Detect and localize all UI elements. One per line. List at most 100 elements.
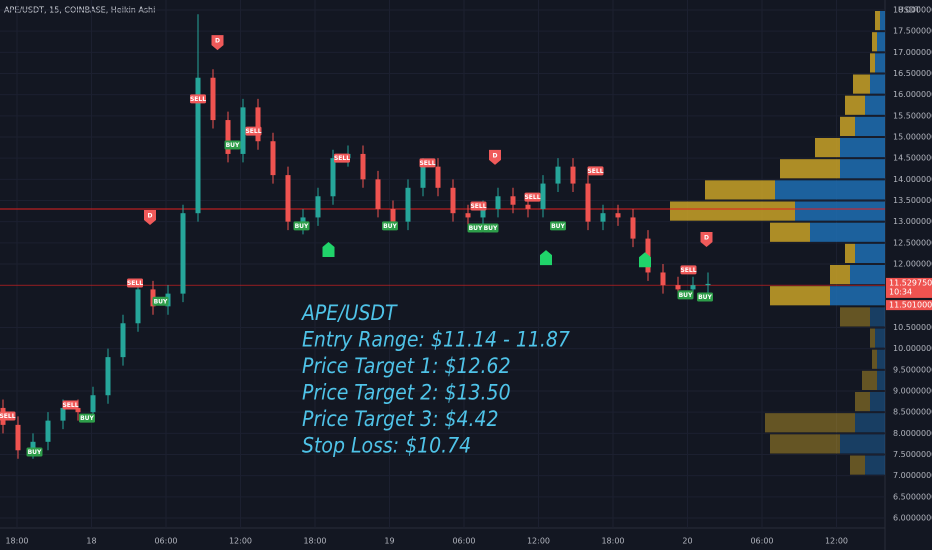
volume-down (872, 349, 877, 369)
candle-body (480, 208, 486, 218)
candle-body (180, 213, 186, 294)
signal-label: BUY (679, 292, 693, 299)
candle-body (600, 213, 606, 222)
down-marker (700, 232, 713, 248)
signal-box (245, 126, 262, 136)
candle-body (690, 285, 696, 290)
signal-label: SELL (680, 267, 696, 274)
grid (0, 0, 885, 528)
volume-up (877, 349, 885, 369)
signal-box (697, 292, 713, 302)
signal-box (26, 447, 43, 457)
x-tick-label: 06:00 (750, 537, 773, 546)
y-tick-label: 8.00000000 (893, 429, 932, 438)
volume-up (850, 265, 885, 285)
volume-up (840, 138, 885, 158)
y-tick-label: 13.00000000 (893, 217, 932, 226)
volume-down (770, 434, 840, 454)
candle-body (435, 166, 441, 188)
price-label-box (886, 300, 932, 311)
x-tick-label: 12:00 (825, 537, 848, 546)
volume-up (855, 413, 885, 433)
signal-box (524, 192, 541, 202)
volume-up (865, 455, 885, 475)
candle-body (540, 183, 546, 209)
candle-body (285, 175, 291, 222)
signal-box (419, 158, 436, 168)
price-label: 11.50100000 (889, 301, 932, 310)
price-label: 10:34 (889, 287, 912, 296)
candle-body (615, 213, 621, 218)
signal-box (482, 223, 499, 233)
axis-unit: USDT (898, 6, 920, 15)
y-tick-label: 10.00000000 (893, 344, 932, 353)
marker-label: D (215, 38, 220, 45)
signal-box (677, 290, 694, 300)
volume-down (853, 74, 870, 94)
candle-body (300, 217, 306, 222)
up-marker (639, 252, 651, 268)
signal-box (62, 400, 79, 410)
candle-body (360, 153, 366, 180)
x-tick-label: 18:00 (5, 537, 28, 546)
candle-body (660, 272, 666, 286)
volume-up (810, 222, 885, 242)
annotation-line: Price Target 1: $12.62 (302, 354, 511, 378)
volume-down (862, 370, 877, 390)
signal-box (224, 140, 241, 150)
annotation-line: Price Target 2: $13.50 (302, 381, 511, 405)
signal-box (293, 221, 310, 231)
volume-down (845, 243, 855, 263)
x-tick-label: 06:00 (154, 537, 177, 546)
candle-body (315, 196, 321, 218)
volume-down (765, 413, 855, 433)
candle-body (390, 208, 396, 222)
down-marker (144, 210, 156, 226)
signal-box (470, 201, 487, 211)
volume-up (875, 328, 885, 348)
y-tick-label: 7.50000000 (893, 450, 932, 459)
candle-body (30, 441, 36, 451)
marker-label: D (493, 152, 498, 159)
candle-body (675, 285, 681, 290)
x-tick-label: 18:00 (303, 537, 326, 546)
signal-label: SELL (470, 203, 486, 210)
y-tick-label: 12.00000000 (893, 260, 932, 269)
candle-body (705, 283, 711, 286)
signal-label: BUY (226, 142, 240, 149)
volume-down (872, 32, 877, 52)
candle-body (105, 357, 111, 396)
signal-label: SELL (245, 128, 261, 135)
signal-label: SELL (334, 155, 350, 162)
down-marker (211, 35, 224, 51)
signal-label: BUY (295, 223, 309, 230)
y-tick-label: 17.00000000 (893, 48, 932, 57)
candle-body (555, 166, 561, 184)
volume-down (840, 116, 855, 136)
candle-body (210, 77, 216, 121)
volume-down (670, 201, 795, 221)
up-marker (322, 242, 335, 258)
signal-label: BUY (484, 225, 498, 232)
y-tick-label: 17.50000000 (893, 27, 932, 36)
candle-body (135, 289, 141, 324)
candle-body (465, 213, 471, 218)
candle-body (15, 424, 21, 451)
y-tick-label: 15.50000000 (893, 111, 932, 120)
y-tick-label: 18.00000000 (893, 6, 932, 15)
x-tick-label: 20 (682, 537, 692, 546)
signal-label: BUY (469, 225, 483, 232)
x-tick-label: 12:00 (527, 537, 550, 546)
volume-down (850, 455, 865, 475)
signal-label: BUY (154, 298, 168, 305)
y-tick-label: 8.50000000 (893, 408, 932, 417)
x-tick-label: 12:00 (229, 537, 252, 546)
candle-body (585, 183, 591, 222)
signal-label: BUY (551, 223, 565, 230)
volume-up (865, 95, 885, 115)
volume-down (830, 265, 850, 285)
candle-body (255, 107, 261, 142)
y-tick-label: 15.00000000 (893, 133, 932, 142)
